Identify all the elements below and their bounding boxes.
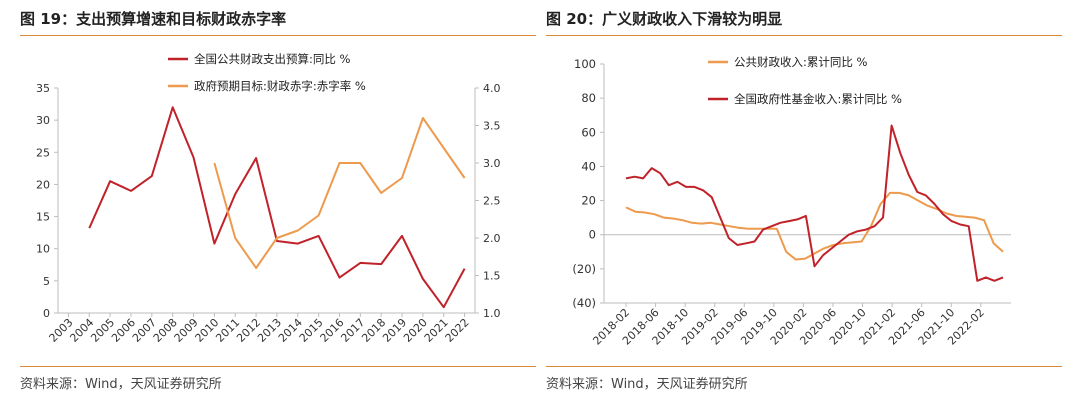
left-y-tick-label: 35 bbox=[36, 82, 50, 95]
right-y-tick-label: 1.5 bbox=[483, 270, 501, 283]
right-figure-title: 图 20：广义财政收入下滑较为明显 bbox=[546, 10, 783, 28]
x-tick-label: 2022 bbox=[443, 316, 472, 345]
right-y-tick-label: 3.5 bbox=[483, 120, 501, 133]
y-tick-label: 100 bbox=[574, 57, 596, 71]
left-figure-title: 图 19：支出预算增速和目标财政赤字率 bbox=[20, 10, 287, 28]
y-tick-label: (40) bbox=[572, 296, 596, 310]
series-line-spending-growth bbox=[88, 106, 466, 309]
y-tick-label: (20) bbox=[572, 262, 596, 276]
left-y-tick-label: 15 bbox=[36, 211, 50, 224]
y-tick-label: 0 bbox=[589, 228, 596, 242]
legend-label: 政府预期目标:财政赤字:赤字率 % bbox=[194, 79, 366, 93]
right-y-tick-label: 2.0 bbox=[483, 232, 501, 245]
left-source-divider bbox=[20, 366, 536, 367]
left-chart: 051015202530351.01.52.02.53.03.54.020032… bbox=[36, 52, 501, 345]
left-figure-panel: 图 19：支出预算增速和目标财政赤字率 0 5 10 15 20 25 30 35 1.0 1.5… bbox=[20, 0, 536, 403]
right-figure-panel: 图 20：广义财政收入下滑较为明显 100 80 60 40 20 0 (20) (40) 20… bbox=[546, 0, 1062, 403]
left-y-tick-label: 30 bbox=[36, 114, 50, 127]
legend-label: 全国公共财政支出预算:同比 % bbox=[194, 52, 351, 66]
right-y-tick-label: 1.0 bbox=[483, 307, 501, 320]
right-source-note: 资料来源：Wind，天风证券研究所 bbox=[546, 377, 748, 392]
legend-label: 全国政府性基金收入:累计同比 % bbox=[734, 92, 902, 106]
legend-label: 公共财政收入:累计同比 % bbox=[734, 55, 868, 69]
right-y-tick-label: 4.0 bbox=[483, 82, 501, 95]
series-line-public-revenue bbox=[625, 191, 1004, 261]
left-y-tick-label: 20 bbox=[36, 178, 50, 191]
left-y-tick-label: 5 bbox=[43, 275, 50, 288]
left-y-tick-label: 0 bbox=[43, 307, 50, 320]
right-title-divider bbox=[546, 35, 1062, 36]
right-y-tick-label: 2.5 bbox=[483, 195, 501, 208]
right-y-tick-label: 3.0 bbox=[483, 157, 501, 170]
series-line-deficit-ratio bbox=[213, 117, 466, 269]
right-source-divider bbox=[546, 366, 1062, 367]
right-chart: 100806040200(20)(40)2018-022018-062018-1… bbox=[572, 55, 1011, 348]
left-title-divider bbox=[20, 35, 536, 36]
y-tick-label: 40 bbox=[581, 159, 596, 173]
y-tick-label: 20 bbox=[581, 194, 596, 208]
y-tick-label: 60 bbox=[581, 125, 596, 139]
series-line-fund-revenue bbox=[625, 124, 1004, 282]
left-y-tick-label: 10 bbox=[36, 243, 50, 256]
y-tick-label: 80 bbox=[581, 91, 596, 105]
left-y-tick-label: 25 bbox=[36, 146, 50, 159]
left-source-note: 资料来源：Wind，天风证券研究所 bbox=[20, 377, 222, 392]
